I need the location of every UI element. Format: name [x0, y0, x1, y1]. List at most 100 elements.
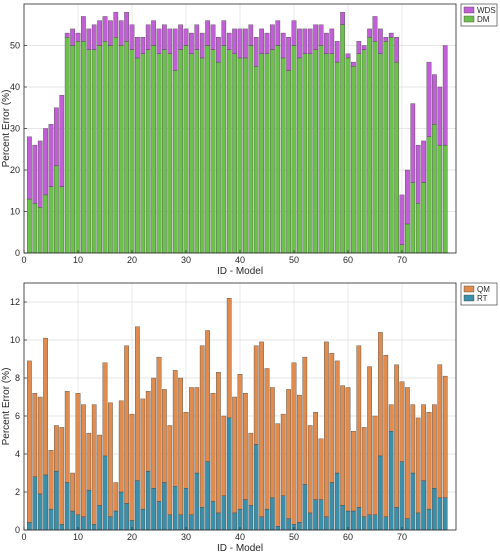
bar-wds [178, 24, 183, 50]
y-tick-label: 0 [15, 248, 20, 258]
bar-wds [426, 61, 432, 137]
bar-dm [280, 57, 286, 254]
bar-dm [367, 37, 372, 254]
bar-rt [421, 480, 426, 531]
bar-dm [145, 49, 151, 254]
bar-qm [162, 389, 167, 483]
bar-rt [232, 512, 237, 531]
bar-qm [286, 389, 291, 519]
y-tick-label: 50 [10, 41, 20, 51]
bar-qm [97, 434, 102, 506]
bar-wds [264, 32, 270, 54]
bar-dm [59, 186, 65, 254]
chart-1: 0 10 20 30 40 50 60 70 0 10 20 30 40 50 ID - Model Perc… [1, 3, 498, 277]
x-tick-label: 20 [127, 255, 137, 265]
bar-wds [421, 140, 426, 183]
bar-wds [70, 28, 75, 46]
bar-dm [64, 37, 70, 254]
bar-dm [32, 203, 38, 254]
bar-rt [270, 497, 275, 531]
bars [27, 12, 448, 254]
bar-rt [367, 514, 372, 531]
bar-qm [113, 482, 119, 512]
x-tick-label: 30 [181, 255, 191, 265]
bar-rt [221, 495, 227, 531]
bar-qm [167, 425, 173, 515]
bar-dm [243, 57, 248, 254]
bar-wds [172, 28, 178, 71]
bar-qm [432, 404, 437, 489]
bar-qm [54, 425, 59, 472]
bar-qm [118, 400, 124, 493]
bar-dm [210, 49, 216, 254]
bar-qm [259, 341, 264, 517]
legend-label-dm: DM [477, 15, 490, 24]
y-tick-label: 40 [10, 82, 20, 92]
bar-rt [243, 499, 248, 531]
bars [27, 298, 448, 531]
bar-rt [378, 455, 383, 531]
bar-dm [432, 124, 437, 254]
bar-rt [388, 431, 394, 531]
bar-dm [86, 49, 92, 254]
bar-dm [189, 53, 194, 254]
bar-rt [216, 512, 221, 531]
bar-dm [162, 49, 167, 254]
bar-wds [253, 37, 259, 67]
bar-qm [48, 450, 54, 510]
legend-label-wds: WDS [477, 6, 496, 15]
bar-dm [345, 57, 351, 254]
bar-qm [140, 398, 146, 510]
bar-qm [421, 404, 426, 481]
bar-wds [140, 37, 146, 54]
bar-qm [221, 415, 227, 496]
bar-dm [81, 41, 86, 254]
bar-qm [194, 387, 200, 474]
bar-qm [302, 356, 308, 485]
bar-rt [97, 505, 102, 531]
bar-rt [383, 516, 389, 531]
bar-wds [372, 16, 378, 42]
bar-qm [124, 345, 129, 504]
x-tick-label: 0 [21, 532, 26, 542]
bar-dm [259, 53, 264, 254]
x-axis-title: ID - Model [217, 543, 263, 554]
bar-qm [415, 417, 421, 514]
bar-rt [210, 501, 216, 531]
bar-rt [32, 476, 38, 531]
bar-rt [145, 470, 151, 531]
bar-wds [189, 32, 194, 54]
bar-wds [410, 103, 416, 183]
x-tick-label: 30 [181, 532, 191, 542]
bar-qm [291, 362, 297, 525]
bar-rt [426, 508, 432, 531]
y-axis-title: Percent Error (%) [1, 368, 12, 446]
bar-wds [388, 32, 394, 38]
bar-rt [205, 461, 210, 531]
bar-wds [156, 28, 162, 54]
bar-wds [340, 12, 345, 25]
bar-rt [405, 518, 410, 531]
bar-rt [113, 510, 119, 531]
bar-wds [383, 37, 389, 42]
bar-qm [405, 387, 410, 519]
bar-wds [64, 32, 70, 38]
bar-wds [442, 45, 448, 146]
y-tick-label: 30 [10, 124, 20, 134]
bar-qm [156, 356, 162, 502]
bar-qm [183, 412, 189, 489]
bar-rt [91, 524, 97, 531]
bar-rt [351, 510, 356, 531]
bar-dm [372, 41, 378, 254]
bar-qm [75, 393, 81, 515]
bar-wds [102, 16, 108, 42]
bar-qm [367, 366, 372, 515]
bar-wds [302, 28, 308, 54]
bar-rt [253, 444, 259, 531]
legend-label-rt: RT [477, 294, 488, 303]
bar-qm [248, 432, 254, 506]
bar-rt [324, 516, 329, 531]
legend-swatch-rt [463, 294, 475, 302]
x-tick-label: 20 [127, 532, 137, 542]
